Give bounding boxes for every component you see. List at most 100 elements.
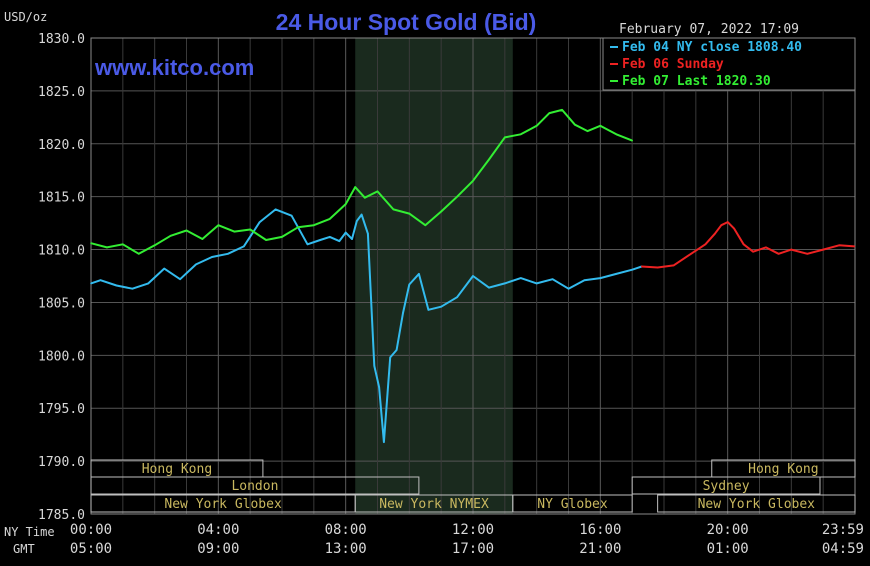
data-point xyxy=(233,230,236,233)
x-tick-label-gmt: 09:00 xyxy=(197,541,239,557)
data-point xyxy=(392,208,395,211)
data-point xyxy=(383,441,385,443)
data-point xyxy=(376,190,379,193)
x-tick-label-ny: 00:00 xyxy=(70,522,112,538)
data-point xyxy=(720,224,723,227)
data-point xyxy=(137,252,140,255)
legend-entry: Feb 04 NY close 1808.40 xyxy=(622,40,802,55)
nymex-session-shading xyxy=(355,38,513,514)
data-point xyxy=(838,244,840,247)
x-tick-label-ny: 08:00 xyxy=(325,522,367,538)
y-tick-label: 1810.0 xyxy=(38,244,85,259)
x-tick-label-ny: 16:00 xyxy=(579,522,621,538)
y-tick-label: 1815.0 xyxy=(38,191,85,206)
legend-box xyxy=(602,37,856,91)
data-point xyxy=(351,238,353,240)
x-tick-label-gmt: 21:00 xyxy=(579,541,621,557)
data-point xyxy=(408,283,411,286)
y-tick-label: 1820.0 xyxy=(38,138,85,153)
data-point xyxy=(265,239,267,241)
data-point xyxy=(378,386,380,388)
data-point xyxy=(765,246,767,249)
legend-entry: Feb 07 Last 1820.30 xyxy=(622,74,771,89)
data-point xyxy=(586,130,589,132)
data-point xyxy=(115,284,118,287)
session-box xyxy=(90,476,420,495)
data-point xyxy=(704,243,707,246)
price-lines xyxy=(90,108,856,444)
data-point xyxy=(599,124,602,127)
data-point xyxy=(344,203,347,205)
session-label: London xyxy=(231,479,278,494)
data-point xyxy=(742,243,745,246)
data-point xyxy=(806,252,809,255)
plot-frame xyxy=(90,37,856,515)
data-point xyxy=(733,227,735,230)
x-tick-label-gmt: 13:00 xyxy=(325,541,367,557)
data-point xyxy=(90,282,92,285)
x-tick-label-gmt: 05:00 xyxy=(70,541,112,557)
data-point xyxy=(338,240,341,242)
data-point xyxy=(551,278,554,280)
kitco-watermark: www.kitco.com xyxy=(94,55,254,80)
data-point xyxy=(583,279,586,282)
x-tick-label-gmt: 04:59 xyxy=(822,541,864,557)
data-point xyxy=(631,139,633,142)
data-point xyxy=(504,282,506,285)
session-label: New York NYMEX xyxy=(379,497,489,512)
data-point xyxy=(153,244,156,247)
data-point xyxy=(440,210,442,213)
chart-title: 24 Hour Spot Gold (Bid) xyxy=(276,9,537,35)
data-point xyxy=(344,231,347,234)
datetime-stamp: February 07, 2022 17:09 xyxy=(619,22,799,37)
y-axis: 1830.0 1825.0 1820.0 1815.0 1810.0 1805.0 1800… xyxy=(38,32,85,523)
data-point xyxy=(373,365,376,367)
session-label: Sydney xyxy=(703,479,750,494)
data-point xyxy=(389,356,392,359)
data-point xyxy=(777,252,780,255)
data-point xyxy=(211,256,213,258)
data-point xyxy=(131,287,134,290)
data-point xyxy=(656,266,659,269)
y-tick-label: 1830.0 xyxy=(38,32,85,47)
data-point xyxy=(615,273,618,275)
data-point xyxy=(714,232,716,235)
session-label: Hong Kong xyxy=(142,462,212,477)
data-point xyxy=(472,180,474,182)
data-point xyxy=(672,264,675,267)
data-point xyxy=(313,224,315,227)
y-tick-label: 1825.0 xyxy=(38,85,85,100)
data-point xyxy=(402,312,404,314)
data-point xyxy=(395,349,398,351)
session-label: New York Globex xyxy=(698,497,816,512)
series-line xyxy=(90,208,643,444)
y-tick-label: 1800.0 xyxy=(38,349,85,364)
data-point xyxy=(504,136,506,139)
data-point xyxy=(122,243,124,246)
data-point xyxy=(535,124,538,127)
data-point xyxy=(147,282,150,285)
data-point xyxy=(488,158,490,161)
x-axis: NY Time GMT 00:00 05:00 04:00 09:00 08:00 13:00… xyxy=(4,522,864,557)
data-point xyxy=(427,309,430,311)
data-point xyxy=(599,277,602,279)
y-tick-label: 1795.0 xyxy=(38,402,85,417)
session-label: NY Globex xyxy=(537,497,608,512)
data-point xyxy=(574,123,576,126)
legend: Feb 04 NY close 1808.40 Feb 06 Sunday Feb … xyxy=(602,37,856,91)
data-point xyxy=(185,229,188,232)
session-box xyxy=(657,494,856,513)
session-box xyxy=(631,476,821,495)
x-tick-label-gmt: 17:00 xyxy=(452,541,494,557)
data-point xyxy=(243,245,245,248)
data-point xyxy=(688,254,691,256)
data-point xyxy=(418,273,420,275)
data-point xyxy=(274,208,277,211)
x-tick-label-ny: 20:00 xyxy=(707,522,749,538)
data-point xyxy=(106,246,108,249)
data-point xyxy=(548,112,551,114)
data-point xyxy=(319,239,322,241)
session-label: Hong Kong xyxy=(748,462,818,477)
data-point xyxy=(488,286,490,289)
